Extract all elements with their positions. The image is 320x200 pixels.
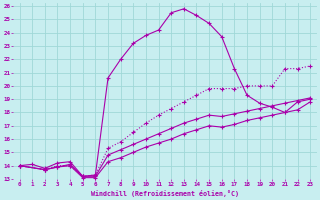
- X-axis label: Windchill (Refroidissement éolien,°C): Windchill (Refroidissement éolien,°C): [91, 190, 239, 197]
